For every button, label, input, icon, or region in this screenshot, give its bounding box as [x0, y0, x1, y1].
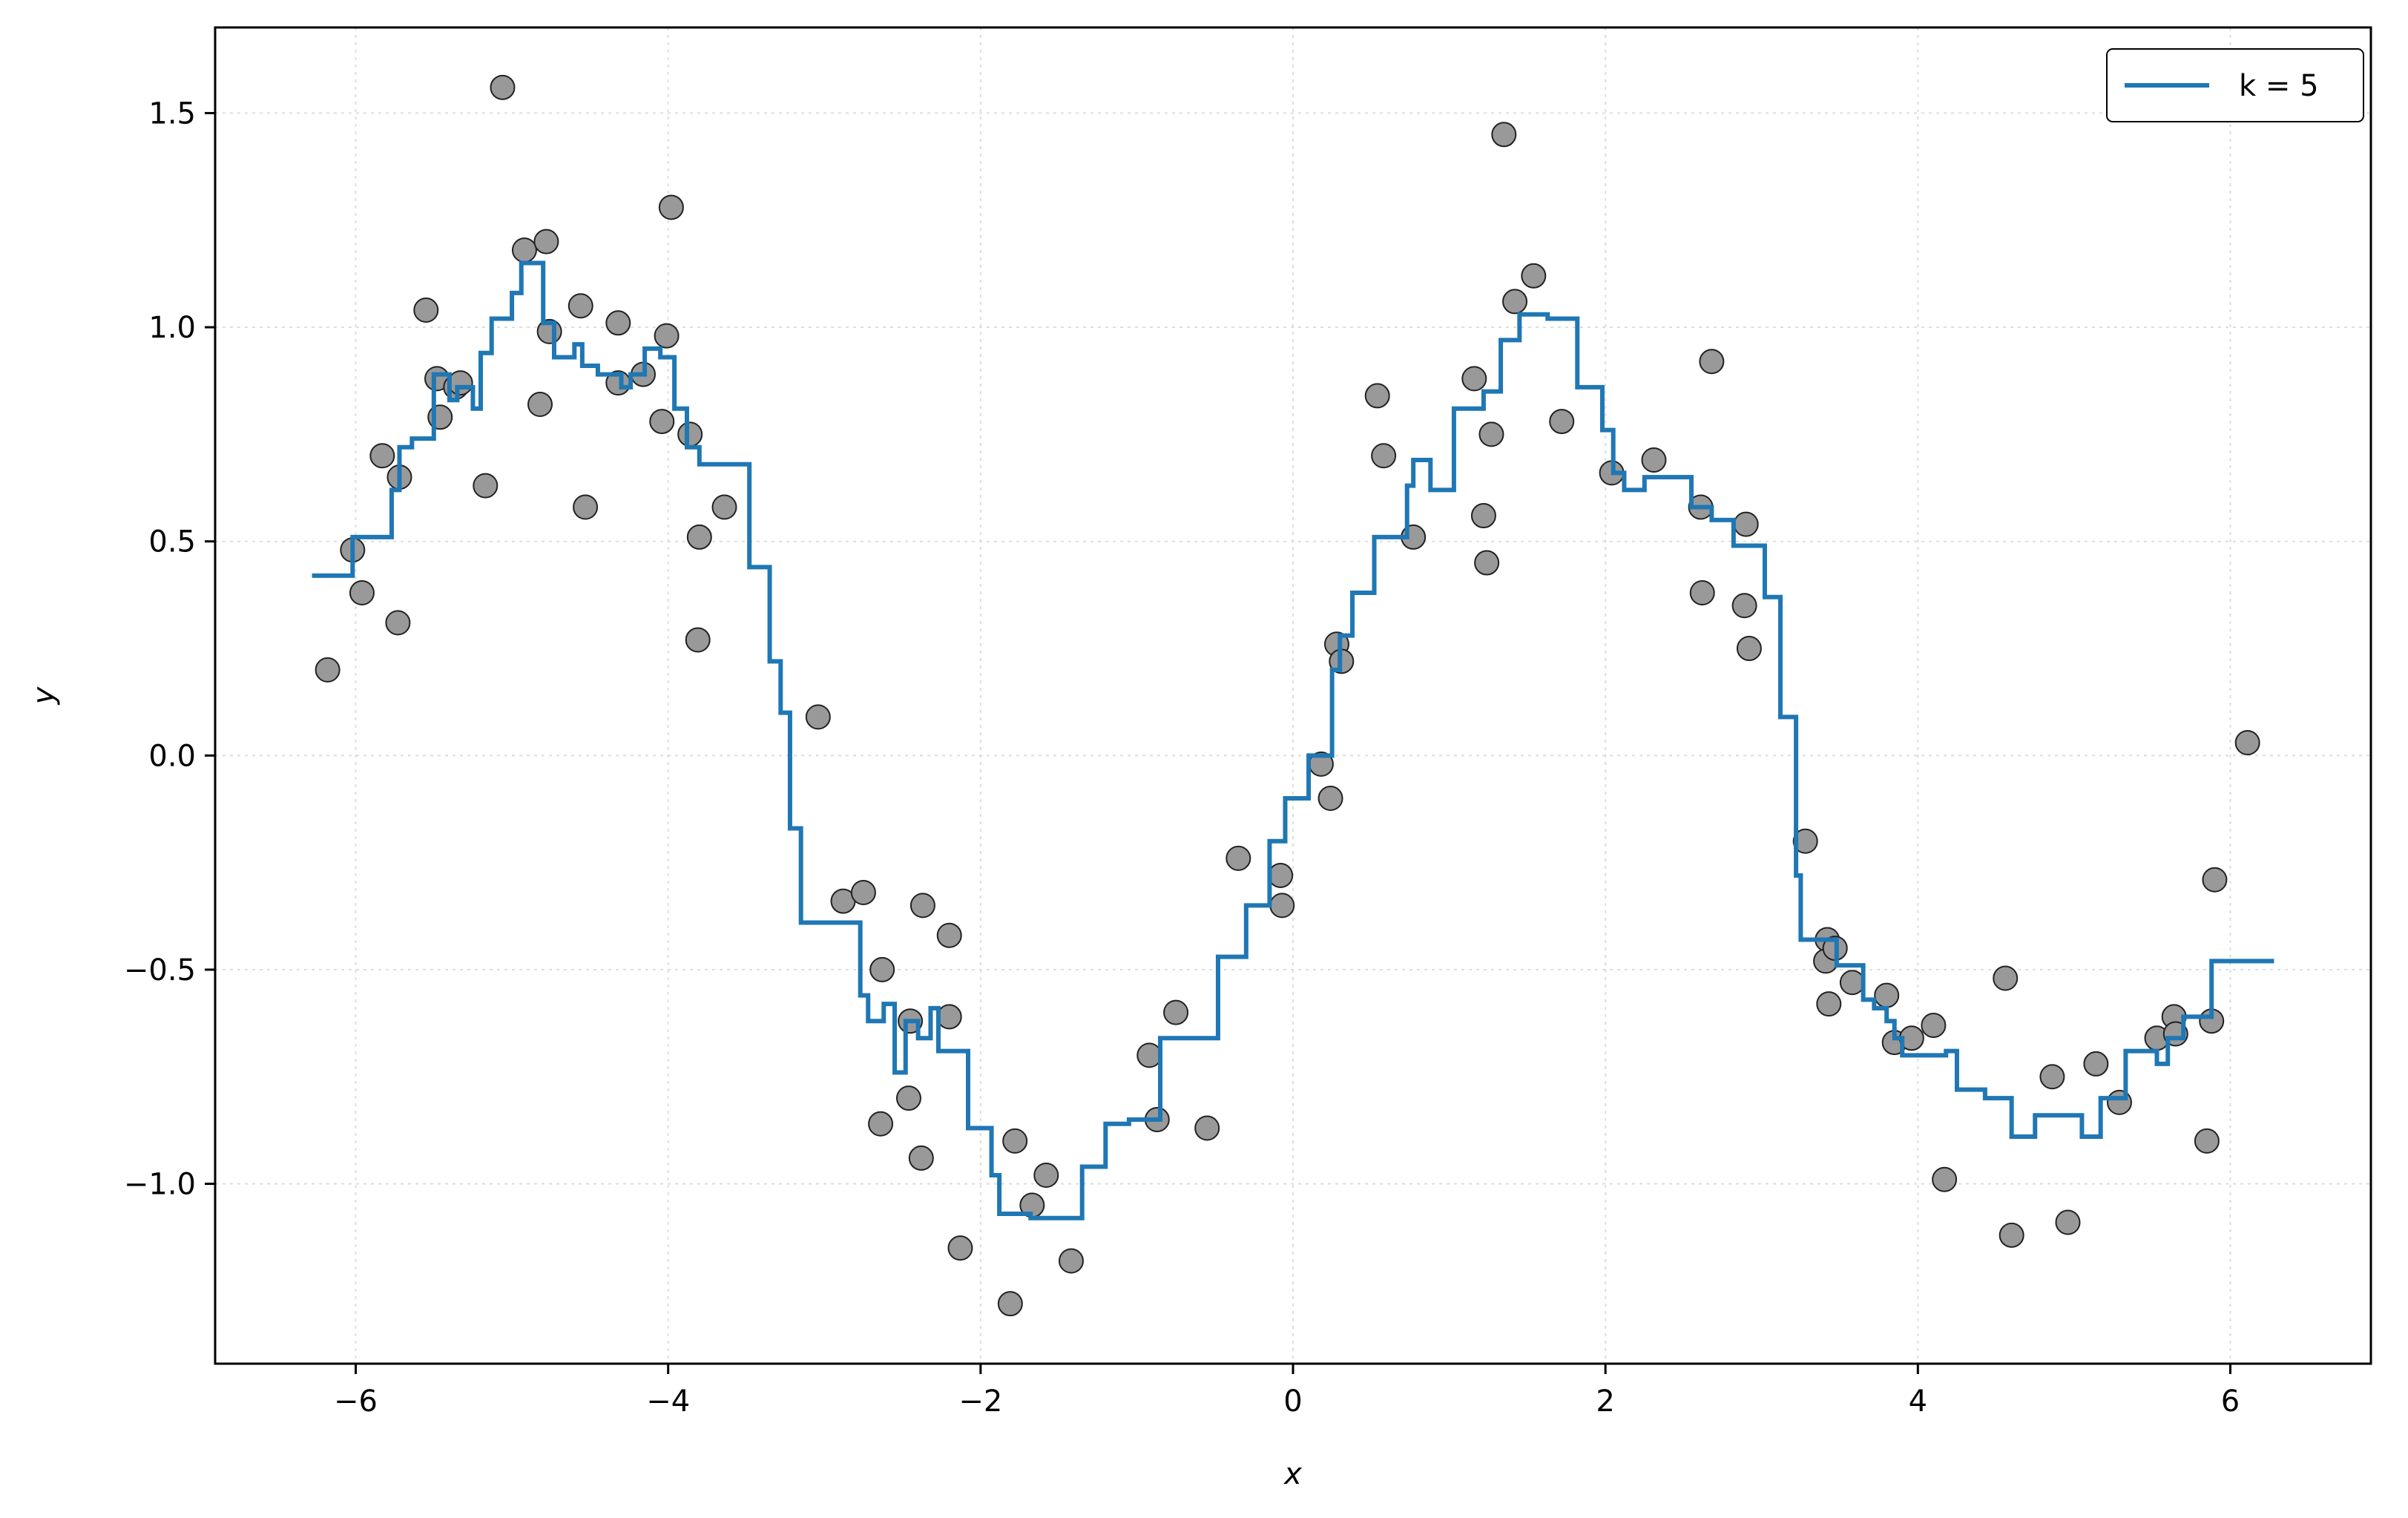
scatter-point: [315, 657, 341, 683]
scatter-point: [1689, 579, 1715, 605]
scatter-point: [1163, 999, 1189, 1025]
scatter-point: [649, 409, 675, 435]
y-tick-label: 0.5: [148, 525, 196, 559]
scatter-point: [1549, 409, 1575, 435]
scatter-point: [568, 293, 593, 319]
scatter-point: [947, 1235, 973, 1261]
x-tick-label: −2: [958, 1384, 1002, 1419]
y-tick-label: −1.0: [124, 1168, 196, 1202]
scatter-point: [527, 391, 553, 417]
grid: [215, 27, 2371, 1364]
scatter-point: [511, 237, 537, 263]
scatter-point: [1002, 1128, 1028, 1154]
scatter-point: [805, 704, 831, 730]
scatter-point: [1699, 349, 1725, 375]
scatter-point: [711, 494, 737, 520]
scatter-point: [1874, 982, 1900, 1008]
scatter-point: [685, 627, 711, 653]
scatter-point: [1364, 383, 1390, 409]
scatter-point: [1478, 421, 1504, 447]
scatter-point: [1491, 122, 1517, 148]
scatter-point: [1993, 965, 2019, 991]
y-tick-label: 0.0: [148, 739, 196, 773]
scatter-point: [850, 880, 876, 906]
scatter-point: [1999, 1222, 2024, 1248]
scatter-point: [369, 443, 395, 469]
scatter-point: [1921, 1012, 1947, 1038]
scatter-point: [2039, 1064, 2065, 1090]
scatter-point: [895, 1085, 921, 1111]
scatter-point: [1733, 511, 1759, 537]
y-axis-ticks: −1.0 −0.5 0.0 0.5 1.0 1.5: [124, 96, 215, 1202]
legend-entry-k5: k = 5: [2239, 69, 2319, 103]
x-tick-label: −4: [646, 1384, 690, 1419]
y-axis-label: y: [27, 686, 61, 705]
scatter-point: [573, 494, 599, 520]
scatter-point: [1731, 593, 1757, 619]
scatter-point: [533, 229, 559, 254]
scatter-point: [686, 524, 712, 550]
x-axis-label: x: [1283, 1457, 1302, 1491]
x-tick-label: 2: [1596, 1384, 1614, 1419]
legend-box: [2106, 48, 2364, 122]
legend: k = 5: [2106, 48, 2364, 122]
y-tick-label: 1.0: [148, 311, 196, 345]
scatter-point: [473, 473, 499, 499]
scatter-point: [2202, 867, 2228, 893]
scatter-point: [413, 297, 439, 323]
scatter-point: [936, 922, 962, 948]
scatter-point: [1932, 1166, 1958, 1192]
scatter-point: [447, 370, 473, 396]
x-axis-ticks: −6 −4 −2 0 2 4 6: [334, 1364, 2240, 1419]
scatter-point: [1839, 970, 1865, 996]
scatter-point: [1474, 550, 1500, 576]
scatter-point: [1269, 893, 1295, 919]
scatter-point: [869, 956, 895, 982]
scatter-point: [1033, 1163, 1059, 1189]
k5-step-line: [312, 260, 2274, 1220]
scatter-point: [385, 610, 411, 636]
scatter-point: [908, 1145, 934, 1171]
scatter-point: [2194, 1128, 2220, 1154]
scatter-point: [909, 893, 935, 919]
scatter-point: [868, 1111, 894, 1137]
scatter-point: [1470, 503, 1496, 529]
scatter-point: [1226, 845, 1251, 871]
scatter-point: [1058, 1248, 1084, 1274]
scatter-point: [1792, 828, 1818, 854]
scatter-point: [2083, 1051, 2109, 1077]
scatter-point: [1194, 1115, 1220, 1141]
scatter-point: [677, 421, 703, 447]
scatter-point: [1136, 1042, 1162, 1068]
scatter-point: [2055, 1209, 2081, 1235]
scatter-point: [1371, 443, 1397, 469]
scatter-point: [1318, 786, 1343, 812]
scatter-point: [349, 579, 375, 605]
scatter-point: [936, 1004, 962, 1030]
scatter-point: [2234, 729, 2260, 755]
y-tick-label: 1.5: [148, 96, 196, 131]
scatter-point: [654, 323, 680, 349]
scatter-point: [658, 194, 684, 220]
scatter-point: [1461, 366, 1487, 392]
scatter-point: [997, 1291, 1023, 1317]
scatter-point: [1816, 991, 1842, 1017]
x-tick-label: 6: [2221, 1384, 2240, 1419]
x-tick-label: 0: [1283, 1384, 1302, 1419]
scatter-point: [490, 74, 516, 100]
scatter-point: [1521, 263, 1547, 289]
scatter-point: [1736, 636, 1762, 662]
scatter-point: [1268, 862, 1294, 888]
x-tick-label: 4: [1909, 1384, 1927, 1419]
scatter-point: [1641, 447, 1667, 473]
scatter-point: [605, 310, 631, 336]
scatter-series: [315, 74, 2260, 1317]
step-line-series: [312, 260, 2274, 1220]
scatter-point: [1502, 289, 1528, 315]
y-tick-label: −0.5: [124, 953, 196, 988]
x-tick-label: −6: [334, 1384, 378, 1419]
